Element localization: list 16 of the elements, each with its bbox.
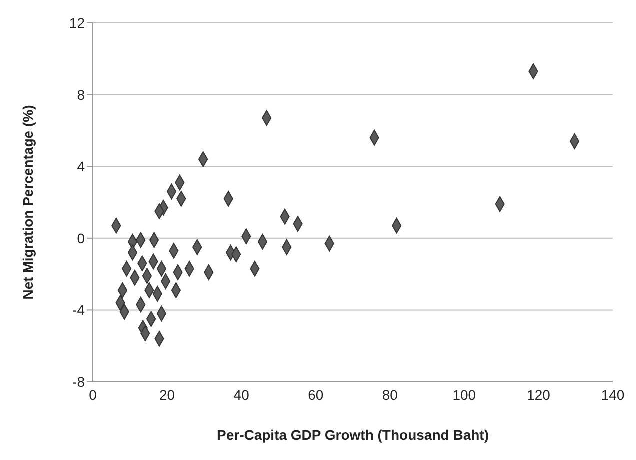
y-tick-label: 8 xyxy=(77,86,86,103)
x-tick-label: 40 xyxy=(234,386,250,403)
x-tick-label: 20 xyxy=(159,386,176,403)
x-axis-title: Per-Capita GDP Growth (Thousand Baht) xyxy=(217,427,489,443)
x-tick-label: 80 xyxy=(382,386,398,403)
x-tick-label: 100 xyxy=(452,386,476,403)
y-tick-label: -8 xyxy=(72,374,86,390)
y-tick-label: 12 xyxy=(69,14,86,31)
y-tick-label: 0 xyxy=(77,230,86,246)
x-tick-label: 120 xyxy=(527,386,551,403)
x-tick-label: 0 xyxy=(89,386,98,403)
x-tick-label: 60 xyxy=(308,386,324,403)
y-tick-label: -4 xyxy=(72,302,86,318)
x-tick-label: 140 xyxy=(601,386,625,403)
y-axis-title: Net Migration Percentage (%) xyxy=(20,105,36,300)
y-tick-label: 4 xyxy=(77,158,86,175)
